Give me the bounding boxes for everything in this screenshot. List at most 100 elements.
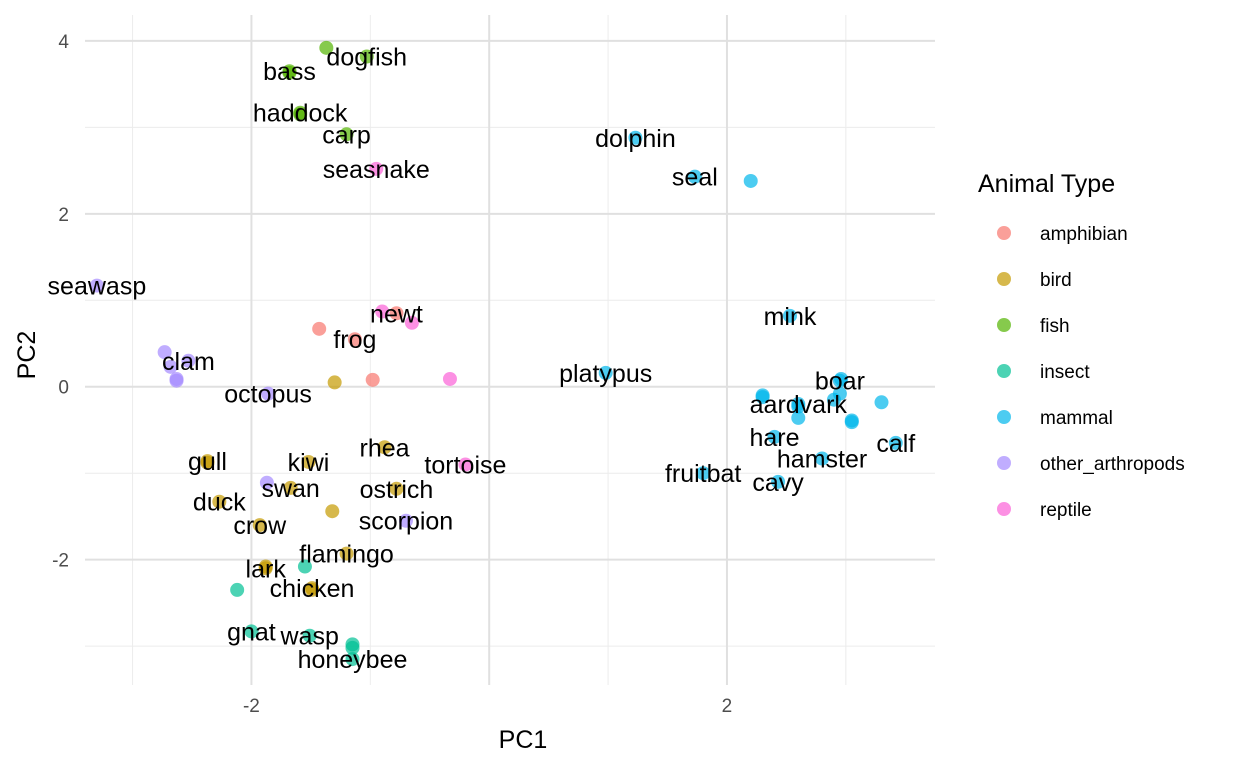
point-label: mink: [764, 303, 817, 331]
point-label: seawasp: [48, 273, 147, 301]
point-label: honeybee: [298, 646, 408, 674]
point-label: rhea: [360, 434, 410, 462]
legend-key: [997, 456, 1011, 470]
point-label: dogfish: [326, 43, 407, 71]
point-label: gull: [188, 448, 227, 476]
data-point: [302, 628, 317, 643]
legend-label: amphibian: [1040, 224, 1128, 245]
data-point: [312, 321, 327, 336]
data-point: [230, 582, 245, 597]
data-point: [244, 624, 259, 639]
point-label: haddock: [253, 100, 348, 128]
legend-key: [997, 364, 1011, 378]
point-label: crow: [233, 512, 287, 540]
data-point: [375, 304, 390, 319]
data-point: [782, 308, 797, 323]
point-label: dolphin: [595, 125, 676, 153]
data-point: [791, 410, 806, 425]
data-point: [442, 371, 457, 386]
point-label: cavy: [752, 469, 804, 497]
data-point: [598, 365, 613, 380]
point-label: newt: [370, 300, 423, 328]
legend: Animal Type amphibian bird fish insect mamma…: [978, 170, 1185, 521]
data-point: [212, 494, 227, 509]
point-label: aardvark: [750, 391, 848, 419]
point-label: duck: [193, 489, 246, 517]
point-label: platypus: [559, 360, 652, 388]
data-point: [200, 455, 215, 470]
legend-label: bird: [1040, 270, 1072, 291]
data-point: [327, 375, 342, 390]
data-point: [832, 386, 847, 401]
data-point: [389, 306, 404, 321]
legend-key: [997, 272, 1011, 286]
legend-label: fish: [1040, 316, 1070, 337]
data-point: [293, 107, 308, 122]
data-points: [89, 40, 903, 667]
legend-label: mammal: [1040, 408, 1113, 429]
data-point: [339, 546, 354, 561]
grid-major: [85, 15, 935, 685]
data-point: [365, 372, 380, 387]
data-point: [345, 652, 360, 667]
legend-key: [997, 410, 1011, 424]
x-tick-label: 2: [722, 696, 733, 717]
data-point: [404, 315, 419, 330]
data-point: [169, 371, 184, 386]
data-point: [359, 49, 374, 64]
point-label: kiwi: [288, 449, 330, 477]
point-label: fruitbat: [665, 460, 741, 488]
data-point: [319, 40, 334, 55]
data-point: [261, 386, 276, 401]
data-point: [157, 345, 172, 360]
point-label: chicken: [270, 575, 355, 603]
grid-minor: [85, 15, 935, 685]
data-point: [252, 518, 267, 533]
data-point: [628, 130, 643, 145]
data-point: [398, 513, 413, 528]
y-tick-label: 2: [58, 205, 69, 226]
data-point: [767, 429, 782, 444]
data-point: [345, 640, 360, 655]
data-point: [458, 457, 473, 472]
data-point: [163, 359, 178, 374]
data-point: [888, 435, 903, 450]
data-point: [389, 481, 404, 496]
point-label: octopus: [224, 381, 312, 409]
data-point: [325, 504, 340, 519]
point-label: seasnake: [323, 156, 430, 184]
point-label: hamster: [777, 445, 867, 473]
point-label: clam: [162, 348, 215, 376]
legend-key: [997, 318, 1011, 332]
legend-key: [997, 226, 1011, 240]
point-label: seal: [672, 164, 718, 192]
point-label: swan: [261, 475, 319, 503]
point-label: boar: [815, 368, 865, 396]
point-label: hare: [749, 424, 799, 452]
x-axis-title: PC1: [499, 726, 548, 754]
data-point: [283, 480, 298, 495]
data-point: [259, 475, 274, 490]
data-point: [844, 413, 859, 428]
data-point: [743, 173, 758, 188]
point-label: frog: [333, 326, 376, 354]
point-label: calf: [876, 430, 915, 458]
y-tick-label: -2: [52, 551, 69, 572]
legend-label: other_arthropods: [1040, 454, 1185, 475]
point-label: tortoise: [424, 452, 506, 480]
point-label: carp: [322, 121, 371, 149]
data-point: [696, 466, 711, 481]
legend-label: insect: [1040, 362, 1090, 383]
legend-key: [997, 502, 1011, 516]
data-point: [282, 65, 297, 80]
y-tick-labels: -2 0 2 4: [52, 32, 69, 572]
data-point: [687, 169, 702, 184]
legend-title: Animal Type: [978, 170, 1115, 198]
data-point: [258, 559, 273, 574]
x-tick-label: -2: [243, 696, 260, 717]
point-label: scorpion: [359, 508, 454, 536]
y-axis-title: PC2: [13, 331, 41, 380]
legend-label: reptile: [1040, 500, 1092, 521]
data-point: [815, 451, 830, 466]
